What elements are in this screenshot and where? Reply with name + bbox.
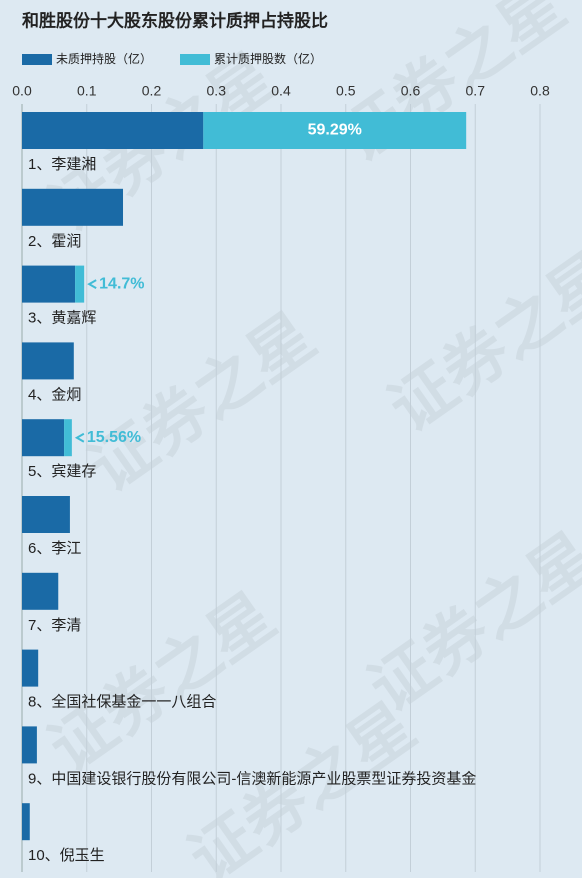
- x-tick-label: 0.6: [401, 83, 421, 99]
- x-tick-label: 0.7: [466, 83, 486, 99]
- x-tick-label: 0.5: [336, 83, 356, 99]
- bar: [22, 803, 30, 841]
- x-tick-label: 0.1: [77, 83, 97, 99]
- watermark: 证券之星: [376, 240, 582, 446]
- bar: [22, 419, 65, 457]
- category-label: 3、黄嘉辉: [28, 310, 96, 327]
- x-tick-label: 0.8: [530, 83, 550, 99]
- bar: [203, 112, 467, 149]
- bar: [64, 419, 72, 457]
- bar: [22, 726, 37, 764]
- ratio-label: 14.7%: [99, 275, 144, 292]
- x-tick-label: 0.0: [12, 83, 32, 99]
- bar: [22, 496, 70, 533]
- category-label: 6、李江: [28, 540, 81, 557]
- chart-title: 和胜股份十大股东股份累计质押占持股比: [22, 10, 328, 30]
- bar: [22, 342, 74, 380]
- x-tick-label: 0.2: [142, 83, 162, 99]
- bar: [22, 265, 76, 303]
- category-label: 5、宾建存: [28, 463, 96, 480]
- legend-label: 未质押持股（亿）: [56, 51, 152, 66]
- x-tick-label: 0.3: [207, 83, 227, 99]
- legend-swatch: [180, 54, 210, 65]
- category-label: 2、霍润: [28, 233, 81, 250]
- bar: [22, 572, 59, 610]
- category-label: 7、李清: [28, 617, 81, 634]
- pointer: [74, 432, 85, 443]
- bar: [22, 649, 39, 687]
- watermark: 证券之星: [36, 580, 287, 786]
- category-label: 1、李建湘: [28, 156, 96, 173]
- ratio-label: 15.56%: [87, 429, 141, 446]
- legend-swatch: [22, 54, 52, 65]
- watermark: 证券之星: [356, 520, 582, 726]
- bar: [22, 188, 124, 226]
- category-label: 9、中国建设银行股份有限公司-信澳新能源产业股票型证券投资基金: [28, 770, 476, 787]
- pointer: [87, 279, 97, 289]
- x-tick-label: 0.4: [271, 83, 291, 99]
- category-label: 8、全国社保基金一一八组合: [28, 693, 216, 711]
- category-label: 10、倪玉生: [28, 847, 105, 864]
- watermark: 证券之星: [76, 300, 327, 506]
- legend-label: 累计质押股数（亿）: [214, 51, 322, 66]
- bar: [22, 112, 204, 149]
- ratio-label: 59.29%: [308, 122, 362, 139]
- bar: [75, 265, 85, 303]
- category-label: 4、金炯: [28, 386, 81, 403]
